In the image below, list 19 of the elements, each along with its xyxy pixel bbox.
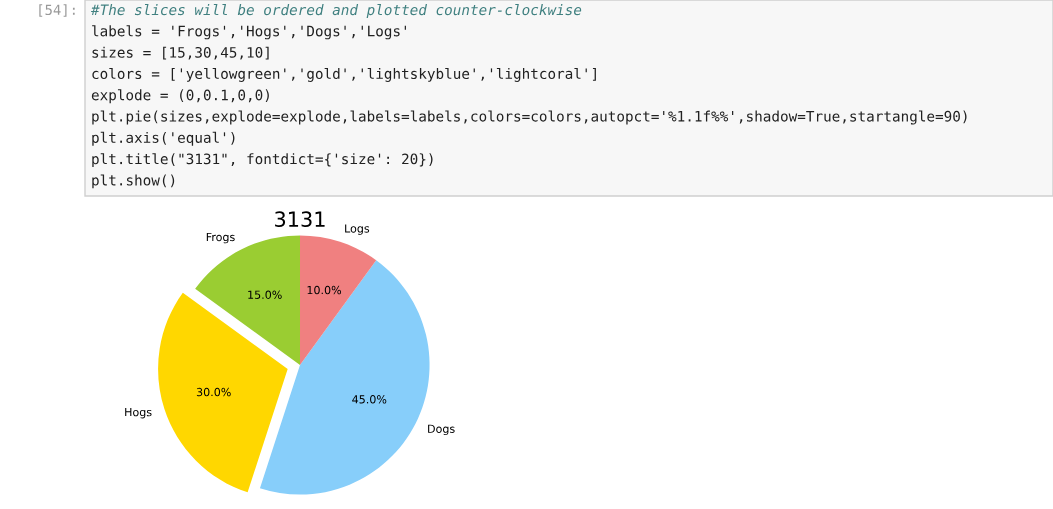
data-label: 30.0%: [196, 387, 231, 397]
text: plt.title("3131", fontdict={'size': 20}): [92, 153, 433, 168]
text: explode = (0,0.1,0,0): [91, 89, 269, 104]
text: sizes = [15,30,45,10]: [92, 46, 269, 60]
text: plt.axis('equal'): [92, 131, 235, 146]
chart-title: 3131: [275, 211, 325, 228]
text: #The slices will be ordered and plotted counter-clockwise: [90, 4, 582, 18]
slice-label: Dogs: [428, 424, 455, 436]
text: plt.pie(sizes,explode=explode,labels=labels,colors=colors,autopct='%1.1f%%',shadow=True,startangle=90): [92, 110, 967, 125]
slice-label: Frogs: [206, 232, 235, 244]
text: colors = ['yellowgreen','gold','lightskyblue','lightcoral']: [92, 67, 596, 82]
slice-label: Logs: [345, 224, 370, 235]
data-label: 15.0%: [248, 290, 282, 299]
data-label: 10.0%: [307, 285, 342, 295]
slice-label: Hogs: [125, 408, 152, 419]
text: [54]:: [39, 4, 75, 17]
text: labels = 'Frogs','Hogs','Dogs','Logs': [92, 25, 406, 40]
data-label: 45.0%: [352, 395, 387, 404]
text: plt.show(): [92, 174, 175, 189]
